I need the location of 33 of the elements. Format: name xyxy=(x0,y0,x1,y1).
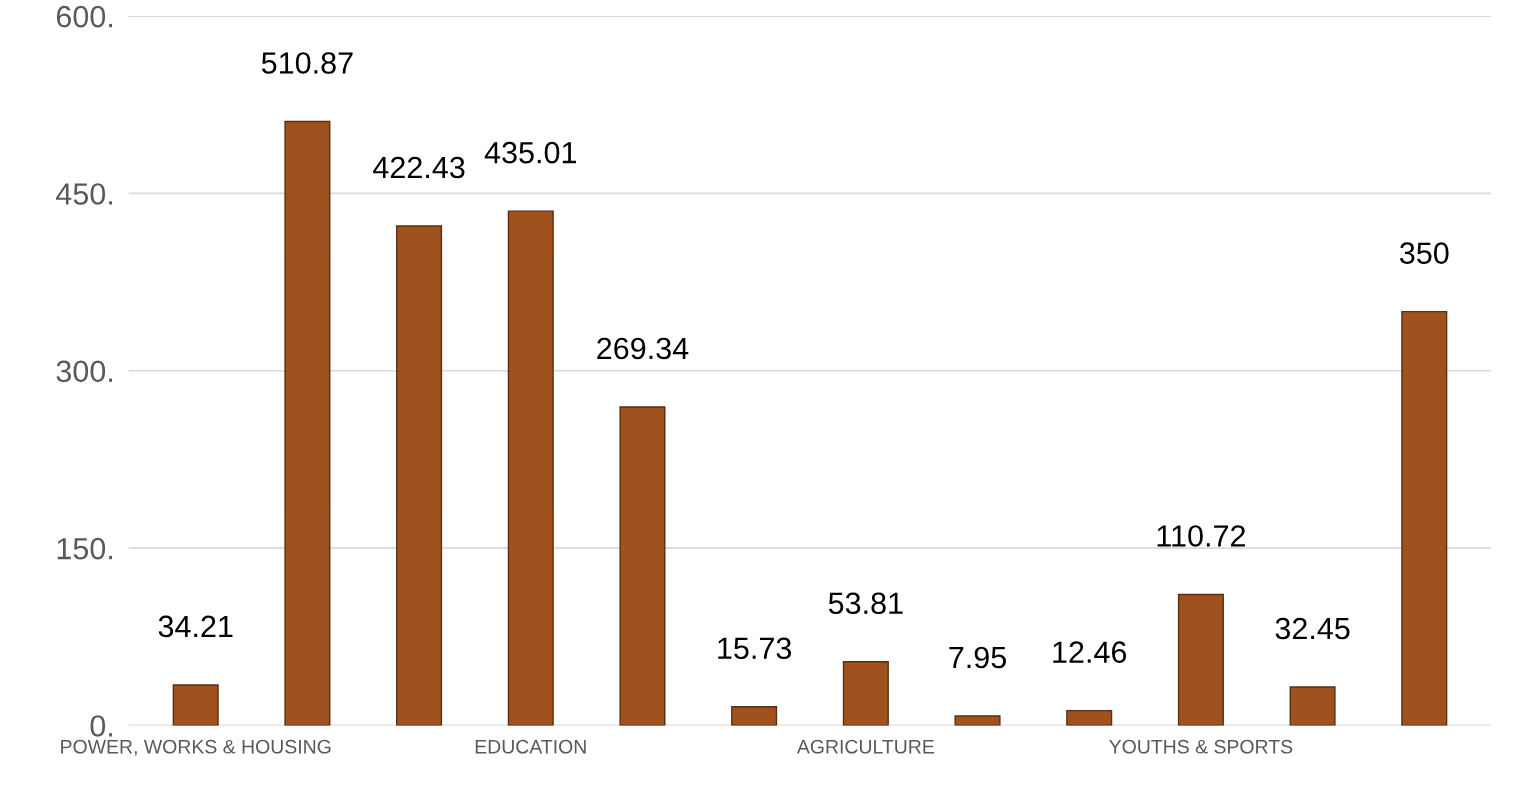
data-label: 110.72 xyxy=(1157,525,1245,547)
y-tick-label: 150. xyxy=(57,537,113,560)
data-label: 32.45 xyxy=(1275,617,1350,640)
x-tick-label: YOUTHS & SPORTS xyxy=(1109,739,1293,754)
data-label: 15.73 xyxy=(718,637,792,660)
bar xyxy=(1177,593,1224,726)
y-tick-label: 450. xyxy=(56,183,113,205)
y-tick-label: 600. xyxy=(56,5,113,28)
bar xyxy=(396,225,443,726)
bar xyxy=(731,706,778,726)
x-tick-label: EDUCATION xyxy=(475,739,586,754)
x-tick-label: POWER, WORKS & HOUSING xyxy=(61,739,331,756)
bar xyxy=(842,661,889,726)
bar xyxy=(954,715,1001,726)
bar xyxy=(507,210,554,726)
bar xyxy=(1289,686,1336,726)
bar xyxy=(172,684,219,726)
bar xyxy=(1401,310,1448,726)
y-tick-label: 0. xyxy=(90,715,113,737)
data-label: 435.01 xyxy=(484,141,577,164)
bar xyxy=(619,406,666,726)
bar xyxy=(1066,709,1113,726)
data-label: 34.21 xyxy=(158,615,233,638)
data-label: 422.43 xyxy=(373,156,465,179)
data-label: 12.46 xyxy=(1053,641,1127,663)
data-label: 510.87 xyxy=(261,52,353,74)
data-label: 7.95 xyxy=(949,646,1006,669)
data-label: 53.81 xyxy=(828,592,903,615)
bar xyxy=(284,120,331,726)
data-label: 350 xyxy=(1399,242,1449,264)
x-tick-label: AGRICULTURE xyxy=(796,739,934,754)
data-label: 269.34 xyxy=(597,337,689,360)
y-tick-label: 300. xyxy=(56,360,113,383)
